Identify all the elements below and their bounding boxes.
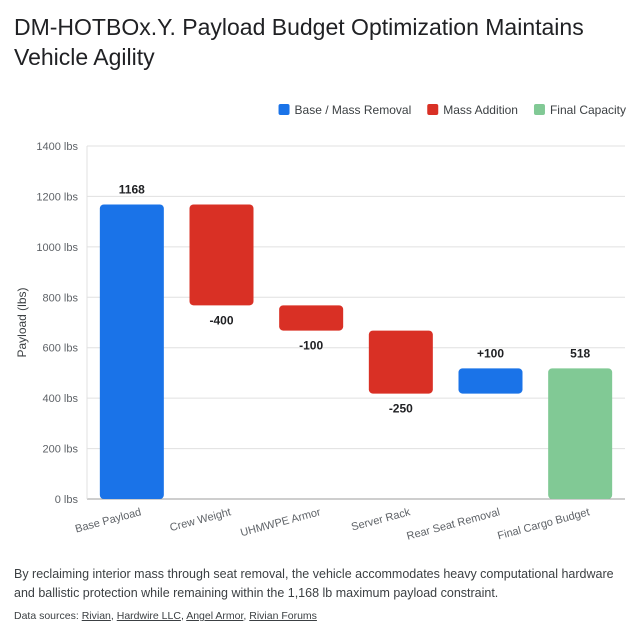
data-label: -400 <box>209 313 233 327</box>
y-tick-label: 1400 lbs <box>36 141 78 153</box>
bar-server-rack <box>368 330 433 394</box>
y-axis-label: Payload (lbs) <box>15 287 29 357</box>
y-axis-ticks: 0 lbs 200 lbs 400 lbs 600 lbs 800 lbs 1000 lb… <box>36 141 78 506</box>
x-tick-label: Server Rack <box>350 506 412 533</box>
y-tick-label: 200 lbs <box>43 444 79 456</box>
y-tick-label: 600 lbs <box>43 343 79 355</box>
x-axis-ticks: Base Payload Crew Weight UHMWPE Armor Serve… <box>74 506 591 543</box>
x-tick-label: Final Cargo Budget <box>496 506 591 542</box>
legend-swatch <box>533 104 545 115</box>
data-label: 518 <box>570 346 590 360</box>
y-tick-label: 1200 lbs <box>36 191 78 203</box>
x-tick-label: UHMWPE Armor <box>239 506 322 539</box>
legend-swatch <box>278 104 290 115</box>
y-tick-label: 1000 lbs <box>36 242 78 254</box>
data-label: -250 <box>389 402 413 416</box>
source-link-rivian[interactable]: Rivian <box>81 610 111 622</box>
chart-caption: By reclaiming interior mass through seat… <box>14 567 614 600</box>
bar-base-payload <box>99 204 164 500</box>
x-tick-label: Crew Weight <box>169 506 233 534</box>
bar-crew-weight <box>189 204 254 306</box>
bars: 1168 -400 -100 -250 +100 518 <box>99 182 613 500</box>
bar-rear-seat-removal <box>458 368 523 394</box>
data-label: +100 <box>477 346 504 360</box>
gridlines <box>86 145 625 500</box>
x-tick-label: Rear Seat Removal <box>405 506 501 542</box>
y-tick-label: 800 lbs <box>43 292 79 304</box>
source-link-rivian-forums[interactable]: Rivian Forums <box>249 610 317 622</box>
legend: Final Capacity Mass Addition Base / Mass R… <box>278 103 626 117</box>
data-label: -100 <box>299 339 323 353</box>
chart-title: DM-HOTBOx.Y. Payload Budget Optimization… <box>14 14 584 70</box>
data-sources: Data sources: Rivian, Hardwire LLC, Ange… <box>14 610 317 622</box>
legend-label: Mass Addition <box>443 103 518 117</box>
data-label: 1168 <box>119 182 145 196</box>
y-tick-label: 0 lbs <box>55 494 79 506</box>
legend-label: Final Capacity <box>550 103 626 117</box>
bar-uhmwpe-armor <box>279 305 344 331</box>
bar-final-cargo-budget <box>548 368 613 499</box>
source-link-angel-armor[interactable]: Angel Armor <box>186 610 244 622</box>
sources-prefix: Data sources: <box>14 610 82 622</box>
x-tick-label: Base Payload <box>74 506 143 535</box>
legend-label: Base / Mass Removal <box>295 103 412 117</box>
legend-swatch <box>427 104 439 115</box>
source-link-hardwire[interactable]: Hardwire LLC <box>116 610 181 622</box>
y-tick-label: 400 lbs <box>43 393 79 405</box>
